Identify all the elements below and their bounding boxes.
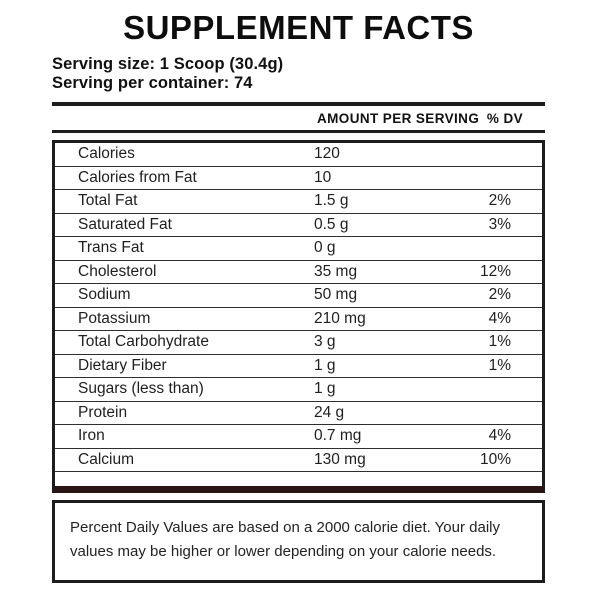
nutrient-dv: 1% (488, 333, 511, 351)
header-divider-rule (52, 130, 545, 133)
daily-values-footnote-text: Percent Daily Values are based on a 2000… (70, 519, 500, 560)
top-divider-rule (52, 102, 545, 106)
nutrient-name: Total Fat (78, 192, 138, 210)
amount-per-serving-header: AMOUNT PER SERVING (317, 110, 480, 126)
nutrient-name: Sodium (78, 286, 131, 304)
nutrient-name: Sugars (less than) (78, 380, 204, 398)
nutrient-name: Calories from Fat (78, 168, 197, 186)
nutrient-amount: 0.7 mg (314, 427, 362, 445)
nutrient-dv: 4% (488, 427, 511, 445)
nutrient-name: Cholesterol (78, 262, 157, 280)
nutrient-amount: 35 mg (314, 262, 358, 280)
nutrient-row: Saturated Fat 0.5 g 3% (55, 214, 542, 237)
nutrient-amount: 1 g (314, 380, 336, 398)
nutrient-dv: 2% (488, 286, 511, 304)
nutrient-amount: 24 g (314, 403, 345, 421)
daily-values-footnote-box: Percent Daily Values are based on a 2000… (52, 500, 545, 583)
nutrient-row: Total Fat 1.5 g 2% (55, 190, 542, 214)
nutrient-name: Calcium (78, 450, 134, 468)
nutrient-row: Total Carbohydrate 3 g 1% (55, 331, 542, 355)
nutrient-name: Protein (78, 403, 128, 421)
nutrient-amount: 130 mg (314, 450, 366, 468)
nutrient-name: Potassium (78, 309, 151, 327)
nutrient-amount: 0 g (314, 239, 336, 257)
empty-spacer-row (55, 472, 542, 486)
nutrient-dv: 2% (488, 192, 511, 210)
nutrient-amount: 10 (314, 168, 332, 186)
nutrient-row: Calories from Fat 10 (55, 167, 542, 190)
nutrient-row: Trans Fat 0 g (55, 237, 542, 261)
nutrient-row: Dietary Fiber 1 g 1% (55, 355, 542, 378)
nutrient-amount: 50 mg (314, 286, 358, 304)
nutrient-row: Calories 120 (55, 143, 542, 167)
nutrient-amount: 120 (314, 145, 340, 163)
nutrient-amount: 1.5 g (314, 192, 349, 210)
supplement-facts-label: SUPPLEMENT FACTS Serving size: 1 Scoop (… (52, 0, 545, 583)
nutrient-row: Sodium 50 mg 2% (55, 284, 542, 308)
serving-size-line: Serving size: 1 Scoop (30.4g) (52, 55, 284, 73)
nutrient-dv: 10% (479, 450, 511, 468)
percent-dv-header: % DV (486, 110, 523, 126)
nutrient-row: Protein 24 g (55, 402, 542, 425)
nutrient-name: Iron (78, 427, 105, 445)
nutrient-amount: 210 mg (314, 309, 366, 327)
nutrient-dv: 4% (488, 309, 511, 327)
nutrient-name: Saturated Fat (78, 215, 172, 233)
nutrient-row: Calcium 130 mg 10% (55, 449, 542, 472)
nutrient-dv: 1% (488, 356, 511, 374)
nutrient-name: Total Carbohydrate (78, 333, 209, 351)
nutrient-name: Calories (78, 145, 135, 163)
nutrient-name: Trans Fat (78, 239, 144, 257)
nutrient-table: Calories 120 Calories from Fat 10 Total … (52, 140, 545, 493)
table-column-headers: AMOUNT PER SERVING % DV (52, 106, 545, 130)
nutrient-amount: 0.5 g (314, 215, 349, 233)
nutrient-row: Cholesterol 35 mg 12% (55, 261, 542, 284)
nutrient-amount: 3 g (314, 333, 336, 351)
servings-per-container-line: Serving per container: 74 (52, 74, 253, 92)
nutrient-amount: 1 g (314, 356, 336, 374)
nutrient-row: Iron 0.7 mg 4% (55, 425, 542, 449)
nutrient-row: Sugars (less than) 1 g (55, 378, 542, 402)
nutrient-dv: 3% (488, 215, 511, 233)
label-title: SUPPLEMENT FACTS (123, 9, 474, 46)
nutrient-name: Dietary Fiber (78, 356, 167, 374)
serving-info: Serving size: 1 Scoop (30.4g) Serving pe… (52, 55, 545, 93)
nutrient-row: Potassium 210 mg 4% (55, 308, 542, 331)
nutrient-dv: 12% (479, 262, 511, 280)
